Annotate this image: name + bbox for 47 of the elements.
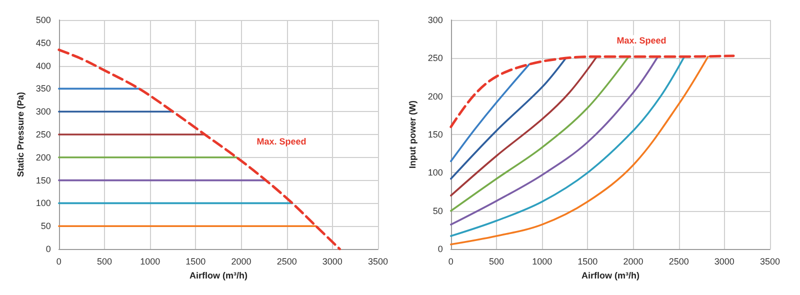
line-series	[450, 56, 598, 196]
x-tick-label: 1500	[186, 256, 206, 266]
x-tick-label: 3000	[714, 256, 734, 266]
y-tick-label: 200	[428, 91, 443, 102]
x-tick-label: 3500	[760, 256, 780, 266]
y-tick-label: 0	[438, 244, 443, 254]
y-tick-label: 0	[46, 244, 51, 254]
x-tick-label: 1000	[140, 256, 160, 266]
x-axis-title: Airflow (m³/h)	[189, 270, 248, 280]
y-tick-label: 250	[36, 130, 51, 140]
y-tick-label: 300	[36, 106, 51, 117]
x-tick-label: 2000	[623, 256, 644, 266]
x-tick-label: 1000	[532, 256, 552, 266]
y-tick-label: 100	[428, 168, 443, 178]
x-tick-label: 500	[488, 256, 504, 266]
x-tick-label: 2500	[276, 256, 297, 266]
y-tick-label: 250	[428, 53, 443, 64]
line-series	[450, 57, 567, 180]
annotation: Max. Speed	[616, 36, 666, 46]
y-tick-label: 500	[36, 15, 51, 25]
x-tick-label: 1500	[578, 256, 598, 266]
y-tick-label: 200	[36, 152, 51, 162]
x-tick-label: 2500	[668, 256, 689, 266]
line-series	[450, 56, 630, 212]
line-series	[450, 63, 530, 162]
y-tick-label: 350	[36, 84, 51, 94]
line-series	[450, 56, 659, 226]
x-tick-label: 3000	[322, 256, 342, 266]
y-tick-label: 50	[432, 206, 443, 216]
y-axis-title: Input power (W)	[408, 100, 418, 168]
y-tick-label: 400	[36, 60, 51, 71]
y-tick-label: 150	[428, 130, 443, 140]
x-axis-title: Airflow (m³/h)	[581, 270, 640, 280]
x-tick-label: 0	[56, 256, 62, 266]
x-tick-label: 2000	[231, 256, 252, 266]
x-tick-label: 3500	[368, 256, 388, 266]
annotation: Max. Speed	[256, 136, 306, 146]
y-tick-label: 150	[36, 175, 51, 186]
y-tick-label: 450	[36, 38, 51, 48]
x-tick-label: 0	[448, 256, 454, 266]
x-tick-label: 500	[96, 256, 112, 266]
line-series	[58, 48, 341, 250]
y-axis-title: Static Pressure (Pa)	[16, 92, 26, 178]
y-tick-label: 50	[40, 221, 51, 232]
y-tick-label: 100	[36, 198, 51, 208]
line-series	[450, 54, 735, 128]
y-tick-label: 300	[428, 15, 443, 25]
